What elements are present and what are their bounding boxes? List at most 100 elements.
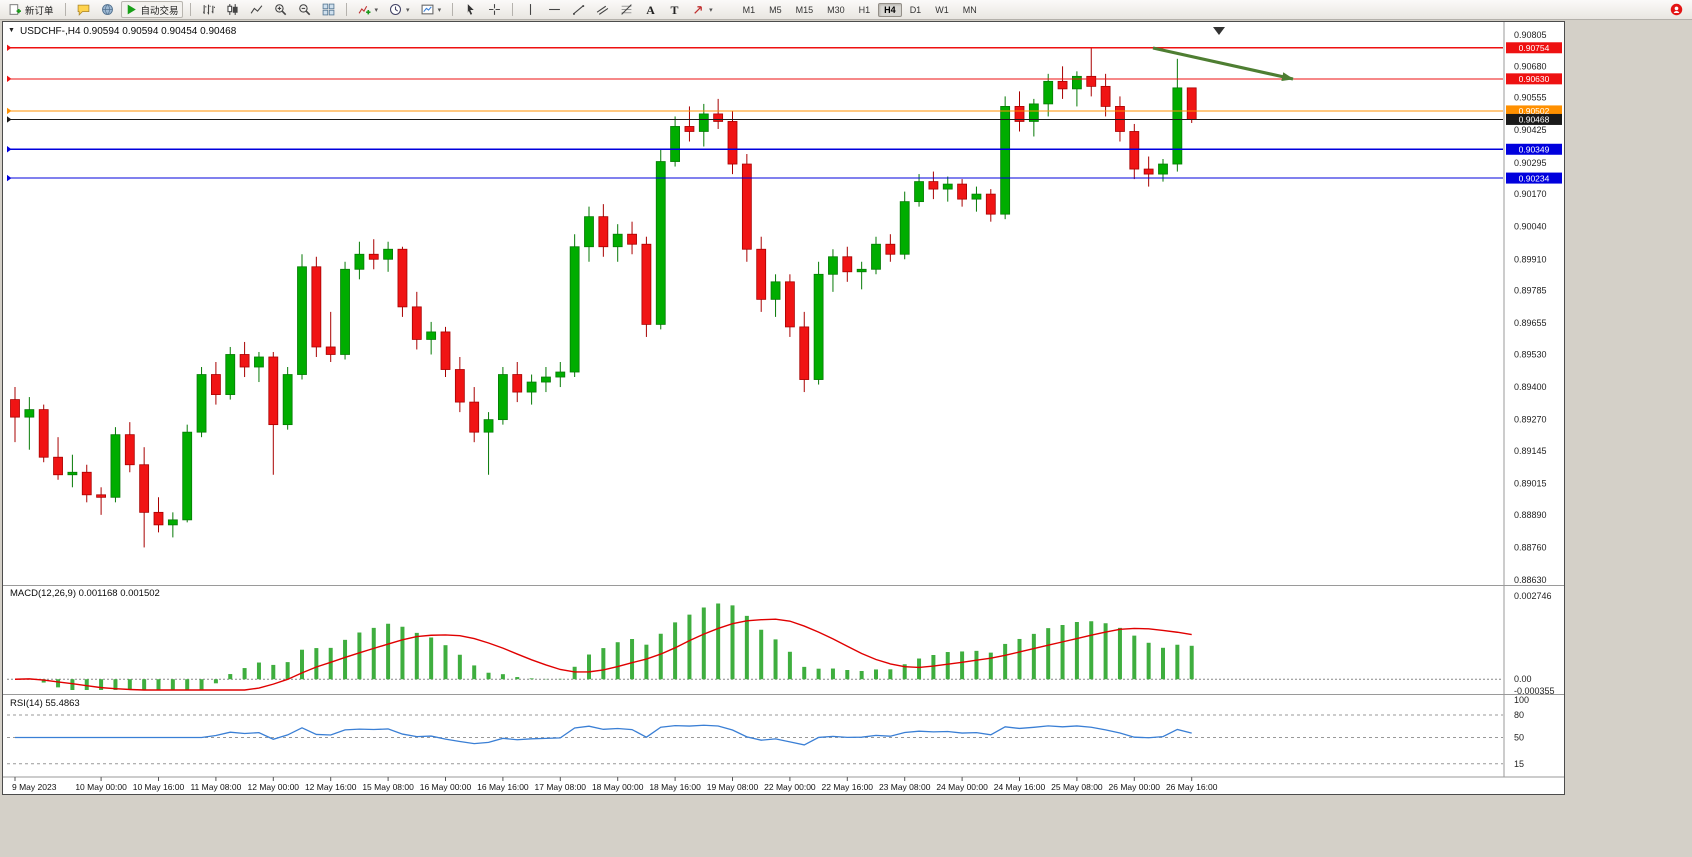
toolbar-separator bbox=[512, 3, 514, 16]
horizontal-line-tool[interactable] bbox=[544, 1, 565, 18]
indicators-dropdown[interactable]: ▾ bbox=[354, 1, 383, 18]
fibonacci-tool[interactable] bbox=[616, 1, 637, 18]
horizontal-level-line[interactable]: 0.90234 bbox=[7, 172, 1562, 184]
svg-text:0.00: 0.00 bbox=[1514, 674, 1532, 684]
macd-indicator-label: MACD(12,26,9) 0.001168 0.001502 bbox=[10, 588, 160, 599]
timeframe-button-h4[interactable]: H4 bbox=[878, 2, 902, 17]
timeframe-button-m30[interactable]: M30 bbox=[827, 4, 845, 15]
tile-windows-icon bbox=[322, 3, 334, 16]
add-indicator-icon bbox=[358, 5, 370, 15]
candle bbox=[24, 397, 35, 450]
title-caret-icon[interactable]: ▼ bbox=[8, 27, 15, 34]
candlestick-chart-button[interactable] bbox=[222, 1, 243, 18]
crosshair-tool-button[interactable] bbox=[484, 1, 505, 18]
bar-chart-icon bbox=[202, 4, 215, 15]
chat-button[interactable] bbox=[73, 1, 94, 18]
dropdown-caret-icon[interactable]: ▾ bbox=[437, 6, 442, 14]
line-chart-button[interactable] bbox=[246, 1, 267, 18]
text-icon: A bbox=[646, 3, 655, 16]
candle bbox=[1172, 58, 1183, 172]
community-globe-icon bbox=[101, 4, 113, 15]
svg-text:15: 15 bbox=[1514, 759, 1524, 769]
candle bbox=[67, 454, 78, 488]
time-axis[interactable]: 9 May 2023 10 May 00:00 10 May 16:00 11 May… bbox=[12, 777, 1218, 792]
horizontal-level-line[interactable]: 0.90502 bbox=[7, 105, 1562, 117]
arrows-dropdown[interactable]: ▾ bbox=[688, 1, 717, 18]
svg-text:0.90234: 0.90234 bbox=[1519, 173, 1550, 183]
svg-text:16 May 16:00: 16 May 16:00 bbox=[477, 782, 529, 792]
horizontal-level-line[interactable]: 0.90630 bbox=[7, 73, 1562, 85]
svg-text:0.89015: 0.89015 bbox=[1514, 479, 1547, 489]
periods-dropdown[interactable]: ▾ bbox=[385, 1, 414, 18]
svg-text:0.90502: 0.90502 bbox=[1519, 106, 1550, 116]
cursor-tool-button[interactable] bbox=[460, 1, 481, 18]
tile-windows-button[interactable] bbox=[318, 1, 339, 18]
label-tool[interactable]: T bbox=[664, 1, 685, 18]
notifications-button[interactable] bbox=[1666, 1, 1687, 18]
horizontal-level-line[interactable]: 0.90349 bbox=[7, 143, 1562, 155]
timeframe-button-mn[interactable]: MN bbox=[962, 4, 977, 15]
timeframe-button-m1[interactable]: M1 bbox=[742, 4, 756, 15]
timeframe-button-d1[interactable]: D1 bbox=[909, 4, 922, 15]
bar-chart-button[interactable] bbox=[198, 1, 219, 18]
text-tool[interactable]: A bbox=[640, 1, 661, 18]
channel-tool[interactable] bbox=[592, 1, 613, 18]
candle bbox=[1186, 87, 1197, 123]
timeframe-button-w1[interactable]: W1 bbox=[935, 4, 949, 15]
candle bbox=[655, 149, 666, 330]
candle bbox=[1100, 73, 1111, 117]
candle bbox=[584, 206, 594, 262]
chart-shift-marker[interactable] bbox=[1213, 27, 1225, 35]
autotrading-button[interactable]: 自动交易 bbox=[120, 1, 183, 18]
horizontal-level-line[interactable]: 0.90754 bbox=[7, 42, 1562, 54]
timeframe-button-h1[interactable]: H1 bbox=[858, 4, 871, 15]
zoom-out-icon bbox=[298, 4, 310, 16]
candle bbox=[139, 447, 150, 548]
svg-text:26 May 16:00: 26 May 16:00 bbox=[1166, 782, 1218, 792]
timeframe-button-m5[interactable]: M5 bbox=[769, 4, 782, 15]
dropdown-caret-icon[interactable]: ▾ bbox=[374, 6, 379, 14]
autotrading-play-icon bbox=[127, 4, 136, 15]
svg-text:23 May 08:00: 23 May 08:00 bbox=[879, 782, 931, 792]
dropdown-caret-icon[interactable]: ▾ bbox=[709, 6, 713, 14]
svg-text:0.88760: 0.88760 bbox=[1514, 542, 1547, 552]
svg-text:0.89400: 0.89400 bbox=[1514, 382, 1547, 392]
crosshair-icon bbox=[489, 4, 500, 15]
chart-canvas[interactable]: 0.90805 0.90680 0.90555 0.90425 0.90295 0.901… bbox=[3, 22, 1564, 794]
level-left-marker bbox=[7, 116, 12, 123]
zoom-out-button[interactable] bbox=[294, 1, 315, 18]
channel-icon bbox=[596, 5, 609, 15]
candle bbox=[770, 274, 781, 317]
candle bbox=[713, 98, 724, 129]
price-level-label bbox=[1506, 73, 1562, 85]
macd-histogram bbox=[27, 603, 1194, 690]
community-button[interactable] bbox=[97, 1, 118, 18]
dropdown-caret-icon[interactable]: ▾ bbox=[406, 6, 410, 14]
trendline-tool[interactable] bbox=[568, 1, 589, 18]
price-scale[interactable]: 0.90805 0.90680 0.90555 0.90425 0.90295 0.901… bbox=[1514, 30, 1547, 585]
candle bbox=[110, 427, 121, 503]
vertical-line-tool[interactable] bbox=[520, 1, 541, 18]
svg-text:26 May 00:00: 26 May 00:00 bbox=[1109, 782, 1161, 792]
rsi-indicator-label: RSI(14) 55.4863 bbox=[10, 698, 80, 709]
cursor-arrow-icon bbox=[467, 4, 474, 15]
candle bbox=[225, 346, 236, 400]
timeframe-button-m15[interactable]: M15 bbox=[795, 4, 814, 15]
notifications-icon bbox=[1670, 3, 1683, 16]
svg-text:12 May 00:00: 12 May 00:00 bbox=[248, 782, 300, 792]
current-price-line[interactable]: 0.90468 bbox=[7, 113, 1562, 125]
toolbar-separator bbox=[189, 3, 191, 16]
zoom-in-button[interactable] bbox=[270, 1, 291, 18]
templates-dropdown[interactable]: ▾ bbox=[417, 1, 446, 18]
candle bbox=[785, 274, 795, 337]
chart-title: USDCHF-,H4 0.90594 0.90594 0.90454 0.904… bbox=[20, 26, 237, 37]
candle bbox=[741, 154, 752, 262]
svg-text:24 May 16:00: 24 May 16:00 bbox=[994, 782, 1046, 792]
new-order-button[interactable]: 新订单 bbox=[5, 1, 58, 18]
candle bbox=[282, 367, 293, 430]
svg-text:0.90630: 0.90630 bbox=[1519, 74, 1550, 84]
candle bbox=[196, 367, 207, 438]
trend-arrow-annotation[interactable] bbox=[1152, 46, 1294, 82]
svg-text:0.89785: 0.89785 bbox=[1514, 286, 1547, 296]
macd-scale: 0.002746 0.00 -0.000355 bbox=[1514, 591, 1555, 696]
